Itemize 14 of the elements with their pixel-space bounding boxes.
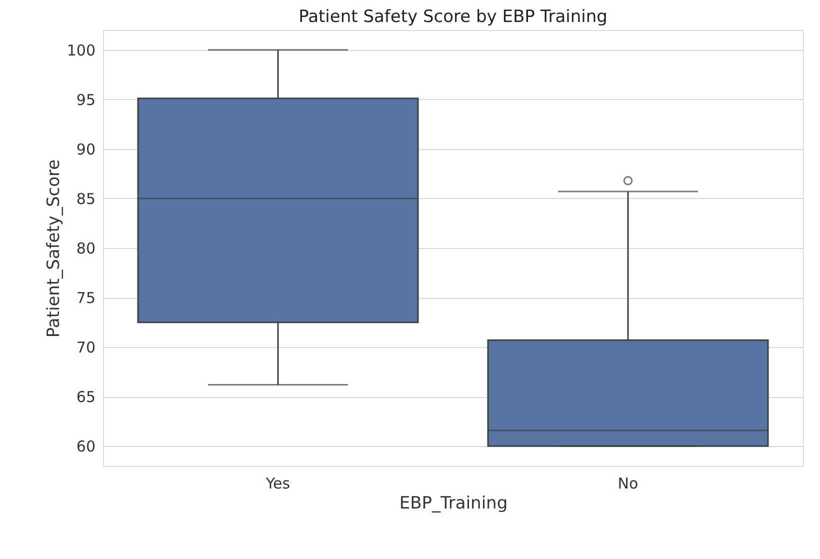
x-tick-label: No (618, 474, 638, 492)
y-tick-label: 90 (76, 140, 96, 158)
chart-title: Patient Safety Score by EBP Training (298, 7, 608, 27)
y-tick-label: 65 (76, 388, 96, 406)
y-tick-label: 70 (76, 338, 96, 357)
y-tick-label: 85 (76, 190, 96, 208)
y-tick-label: 75 (76, 289, 96, 308)
y-tick-label: 95 (76, 90, 96, 109)
y-axis-title: Patient_Safety_Score (44, 159, 64, 338)
x-axis-title: EBP_Training (399, 494, 508, 514)
y-tick-label: 60 (76, 438, 96, 456)
x-tick-label: Yes (264, 474, 290, 492)
y-tick-label: 100 (66, 41, 96, 60)
y-tick-label: 80 (76, 240, 96, 258)
